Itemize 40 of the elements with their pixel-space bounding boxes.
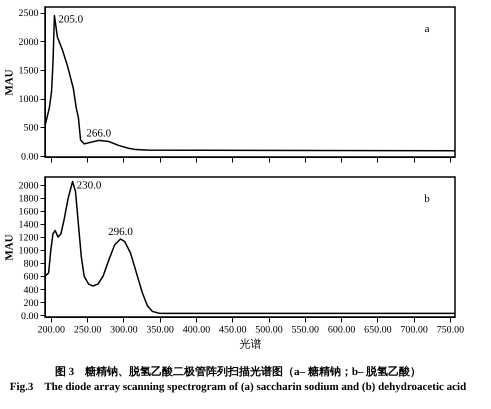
y-tick-label: 1000 [18, 94, 38, 106]
y-axis-title: MAU [4, 234, 16, 261]
x-tick-label: 400.00 [182, 324, 210, 336]
x-tick-label: 200.00 [38, 324, 66, 336]
x-tick-label: 550.00 [292, 324, 320, 336]
x-tick-label: 450.00 [218, 324, 246, 336]
annotation: b [424, 193, 430, 205]
x-axis-title: 光谱 [240, 338, 262, 350]
caption: 图 3 糖精钠、脱氢乙酸二极管阵列扫描光谱图（a– 糖精钠；b– 脱氢乙酸） [54, 365, 422, 378]
x-tick-label: 600.00 [328, 324, 356, 336]
annotation: a [424, 23, 430, 35]
y-tick-label: 600 [24, 272, 38, 283]
y-tick-label: 500 [24, 122, 38, 134]
annotation: 296.0 [108, 226, 134, 238]
y-tick-label: 800 [24, 258, 38, 270]
y-tick-label: 0.00 [21, 310, 38, 322]
annotation: 266.0 [86, 127, 112, 140]
annotation: 230.0 [76, 180, 102, 192]
y-tick-label: 1400 [18, 219, 38, 230]
y-tick-label: 2000 [18, 180, 38, 192]
x-tick-label: 300.00 [110, 324, 138, 336]
y-tick-label: 1000 [18, 246, 38, 257]
annotation: 205.0 [58, 14, 84, 26]
x-tick-label: 250.00 [74, 324, 102, 336]
y-tick-label: 2000 [18, 36, 38, 48]
x-tick-label: 350.00 [146, 324, 174, 336]
y-tick-label: 2500 [18, 8, 38, 20]
caption: Fig.3 The diode array scanning spectrogram of (a) saccharin sodium and (b) dehydroacetic acid [10, 381, 466, 393]
x-tick-label: 500.00 [255, 324, 283, 336]
y-tick-label: 400 [24, 284, 38, 296]
y-tick-label: 1200 [18, 232, 38, 244]
x-tick-label: 750.00 [436, 324, 464, 336]
x-tick-label: 650.00 [364, 324, 392, 336]
y-axis-title: MAU [4, 69, 16, 96]
y-tick-label: 1500 [18, 65, 38, 76]
y-tick-label: 200 [24, 298, 38, 309]
y-tick-label: 1800 [18, 193, 38, 204]
y-tick-label: 1600 [18, 206, 38, 218]
x-tick-label: 700.00 [400, 324, 428, 336]
y-tick-label: 0.00 [21, 151, 38, 162]
